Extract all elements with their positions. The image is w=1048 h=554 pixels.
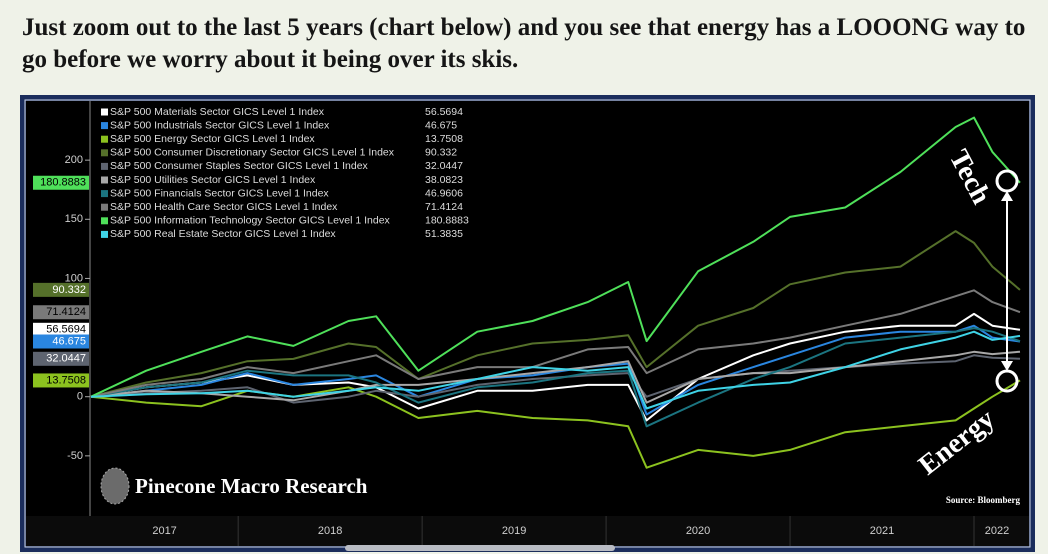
legend-value: 13.7508 bbox=[425, 133, 463, 145]
y-tick-label: 100 bbox=[65, 272, 83, 284]
legend-swatch bbox=[101, 203, 108, 211]
value-badge-label: 32.0447 bbox=[46, 353, 86, 365]
legend-swatch bbox=[101, 176, 108, 184]
legend-label: S&P 500 Real Estate Sector GICS Level 1 … bbox=[110, 228, 336, 240]
legend-label: S&P 500 Industrials Sector GICS Level 1 … bbox=[110, 119, 330, 131]
series-line bbox=[90, 230, 1021, 398]
legend-swatch bbox=[101, 108, 108, 116]
scrollbar bbox=[345, 545, 615, 551]
value-badge bbox=[33, 334, 89, 349]
legend-swatch bbox=[101, 190, 108, 198]
x-tick-label: 2017 bbox=[152, 525, 176, 537]
legend-label: S&P 500 Information Technology Sector GI… bbox=[110, 215, 391, 227]
legend-value: 46.9606 bbox=[425, 187, 463, 199]
value-badge bbox=[33, 322, 89, 337]
legend-label: S&P 500 Energy Sector GICS Level 1 Index bbox=[110, 133, 315, 145]
x-tick-label: 2021 bbox=[870, 525, 894, 537]
value-badge bbox=[33, 282, 89, 297]
legend-swatch bbox=[101, 122, 108, 130]
legend-swatch bbox=[101, 162, 108, 170]
legend-label: S&P 500 Materials Sector GICS Level 1 In… bbox=[110, 106, 325, 118]
value-badge bbox=[33, 305, 89, 320]
value-badge bbox=[33, 373, 89, 388]
legend-value: 90.332 bbox=[425, 147, 457, 159]
legend-value: 56.5694 bbox=[425, 106, 463, 118]
legend-swatch bbox=[101, 149, 108, 157]
y-tick-label: -50 bbox=[67, 450, 83, 462]
legend-label: S&P 500 Utilities Sector GICS Level 1 In… bbox=[110, 174, 316, 186]
series-line bbox=[90, 327, 1021, 428]
value-badge-label: 56.5694 bbox=[46, 324, 86, 336]
logo bbox=[100, 467, 130, 505]
value-badge-label: 13.7508 bbox=[46, 374, 86, 386]
legend-value: 71.4124 bbox=[425, 201, 463, 213]
y-tick-label: 200 bbox=[65, 154, 83, 166]
series-line bbox=[90, 330, 1021, 410]
legend-label: S&P 500 Health Care Sector GICS Level 1 … bbox=[110, 201, 338, 213]
series-line bbox=[90, 350, 1021, 404]
legend-label: S&P 500 Consumer Staples Sector GICS Lev… bbox=[110, 160, 369, 172]
x-tick-label: 2019 bbox=[502, 525, 526, 537]
legend-swatch bbox=[101, 230, 108, 238]
x-band bbox=[26, 516, 1029, 546]
legend-value: 38.0823 bbox=[425, 174, 463, 186]
legend-value: 32.0447 bbox=[425, 160, 463, 172]
x-tick-label: 2018 bbox=[318, 525, 342, 537]
header-title: Just zoom out to the last 5 years (chart… bbox=[22, 14, 1026, 73]
legend-value: 180.8883 bbox=[425, 215, 469, 227]
value-badge-label: 71.4124 bbox=[46, 306, 86, 318]
legend-bg bbox=[98, 105, 480, 245]
legend-swatch bbox=[101, 217, 108, 225]
legend-label: S&P 500 Financials Sector GICS Level 1 I… bbox=[110, 187, 329, 199]
lines bbox=[90, 116, 1021, 469]
series-line bbox=[90, 324, 1021, 416]
watermark: Pinecone Macro Research bbox=[135, 474, 368, 498]
value-badge bbox=[33, 351, 89, 366]
y-tick-label: 150 bbox=[65, 213, 83, 225]
series-line bbox=[90, 312, 1021, 422]
grid: -50 0 100 150 200 2017 2018 2019 2020 2021 2022 bbox=[65, 154, 1009, 546]
legend-swatch bbox=[101, 135, 108, 143]
series-line bbox=[90, 116, 1021, 398]
series-line bbox=[90, 289, 1021, 398]
source: Source: Bloomberg bbox=[946, 495, 1021, 505]
value-badge-label: 90.332 bbox=[52, 284, 86, 296]
series-line bbox=[90, 354, 1021, 404]
y-tick-label: 0 bbox=[77, 391, 83, 403]
legend: S&P 500 Materials Sector GICS Level 1 In… bbox=[101, 106, 469, 240]
x-tick-label: 2022 bbox=[985, 525, 1009, 537]
value-badge-label: 180.8883 bbox=[40, 177, 86, 189]
legend-label: S&P 500 Consumer Discretionary Sector GI… bbox=[110, 147, 395, 159]
x-tick-label: 2020 bbox=[686, 525, 710, 537]
legend-value: 46.675 bbox=[425, 119, 457, 131]
value-badge-label: 46.675 bbox=[52, 335, 86, 347]
legend-value: 51.3835 bbox=[425, 228, 463, 240]
value-badge bbox=[33, 175, 89, 190]
